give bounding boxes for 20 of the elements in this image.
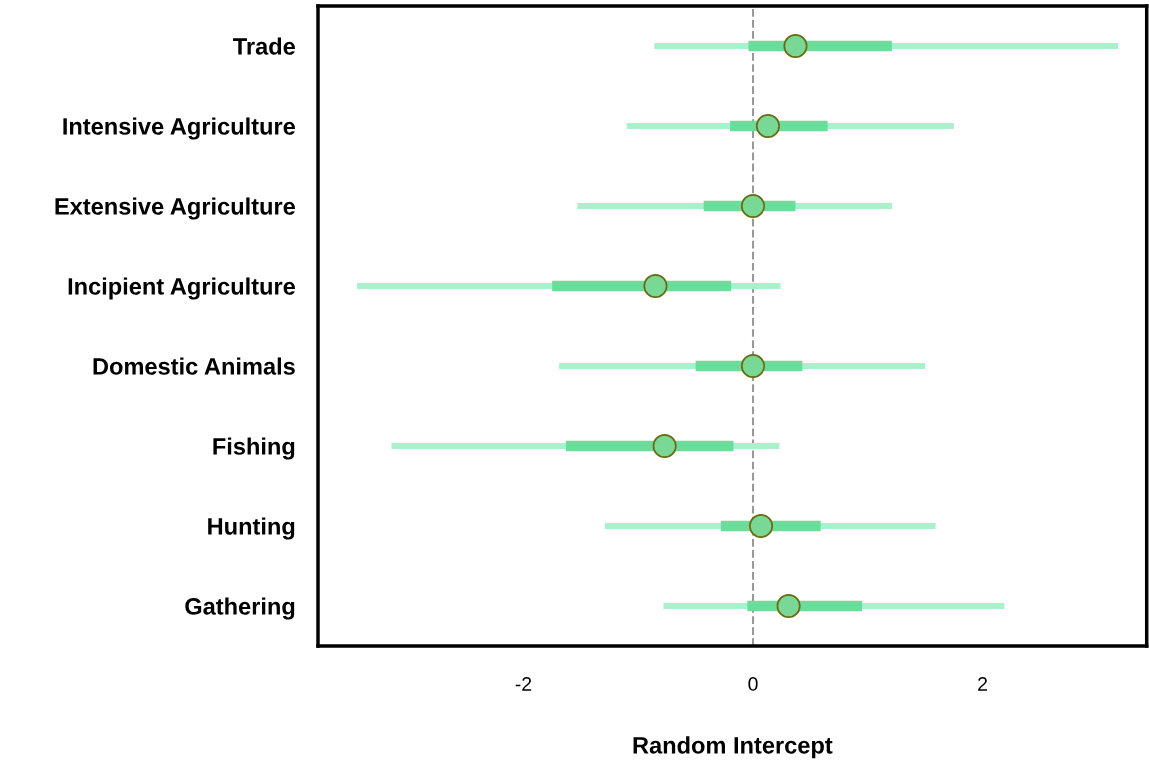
- x-tick-label: 0: [748, 677, 758, 691]
- y-tick-label: Extensive Agriculture: [55, 197, 295, 220]
- point: [749, 513, 774, 539]
- point: [755, 113, 780, 139]
- x-axis-title: Random Intercept: [633, 736, 833, 759]
- point: [643, 273, 668, 299]
- point: [783, 33, 808, 59]
- y-tick-label: Hunting: [208, 517, 295, 540]
- point: [776, 593, 801, 619]
- y-tick-label: Fishing: [213, 437, 295, 460]
- point: [740, 193, 766, 219]
- y-tick-label: Trade: [233, 37, 295, 55]
- y-tick-label: Domestic Animals: [93, 357, 295, 375]
- x-tick-label: 2: [978, 677, 987, 691]
- point: [740, 353, 766, 379]
- point: [652, 433, 677, 459]
- y-tick-label: Intensive Agriculture: [63, 117, 295, 140]
- y-tick-label: Incipient Agriculture: [68, 277, 295, 300]
- x-tick-label: -2: [515, 677, 532, 691]
- y-tick-label: Gathering: [185, 597, 295, 620]
